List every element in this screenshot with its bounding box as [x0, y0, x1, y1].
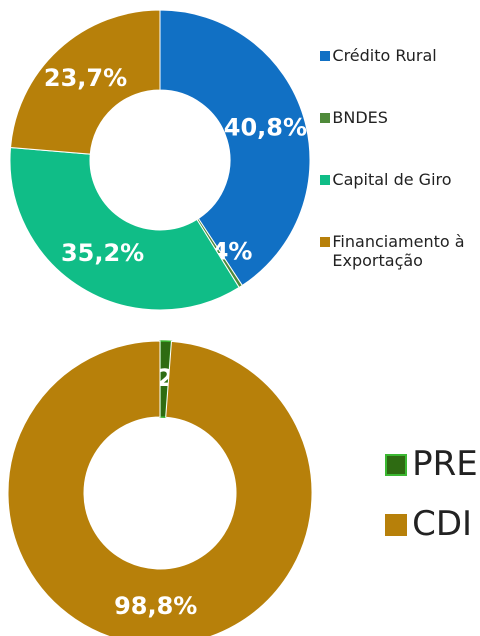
value-label: 98,8% [114, 592, 197, 620]
legend-swatch [320, 50, 330, 61]
legend-swatch [320, 174, 330, 185]
value-label: 35,2% [61, 239, 144, 267]
legend-swatch [385, 454, 407, 477]
legend-swatch [320, 236, 330, 247]
legend-label: CDI [412, 504, 473, 544]
value-label: 40,8% [224, 114, 307, 142]
legend-swatch [385, 514, 407, 537]
legend-item: Financiamento à Exportação [320, 232, 480, 270]
legend-item: Crédito Rural [320, 46, 480, 65]
legend-label: Financiamento à Exportação [332, 232, 465, 271]
legend-label: BNDES [332, 108, 388, 127]
donut-segment [9, 146, 240, 311]
value-label: 23,7% [44, 64, 127, 92]
legend-label: Crédito Rural [332, 46, 437, 65]
legend-label: PRE [412, 444, 478, 484]
legend-swatch [320, 112, 330, 123]
legend-label: Capital de Giro [332, 170, 452, 189]
donut-segment [159, 9, 311, 287]
legend-item: CDI [385, 504, 480, 545]
donut-segment [9, 9, 161, 155]
legend-item: PRE [385, 444, 480, 485]
legend-item: BNDES [320, 108, 480, 127]
donut-segment [7, 340, 313, 636]
legend-item: Capital de Giro [320, 170, 480, 189]
